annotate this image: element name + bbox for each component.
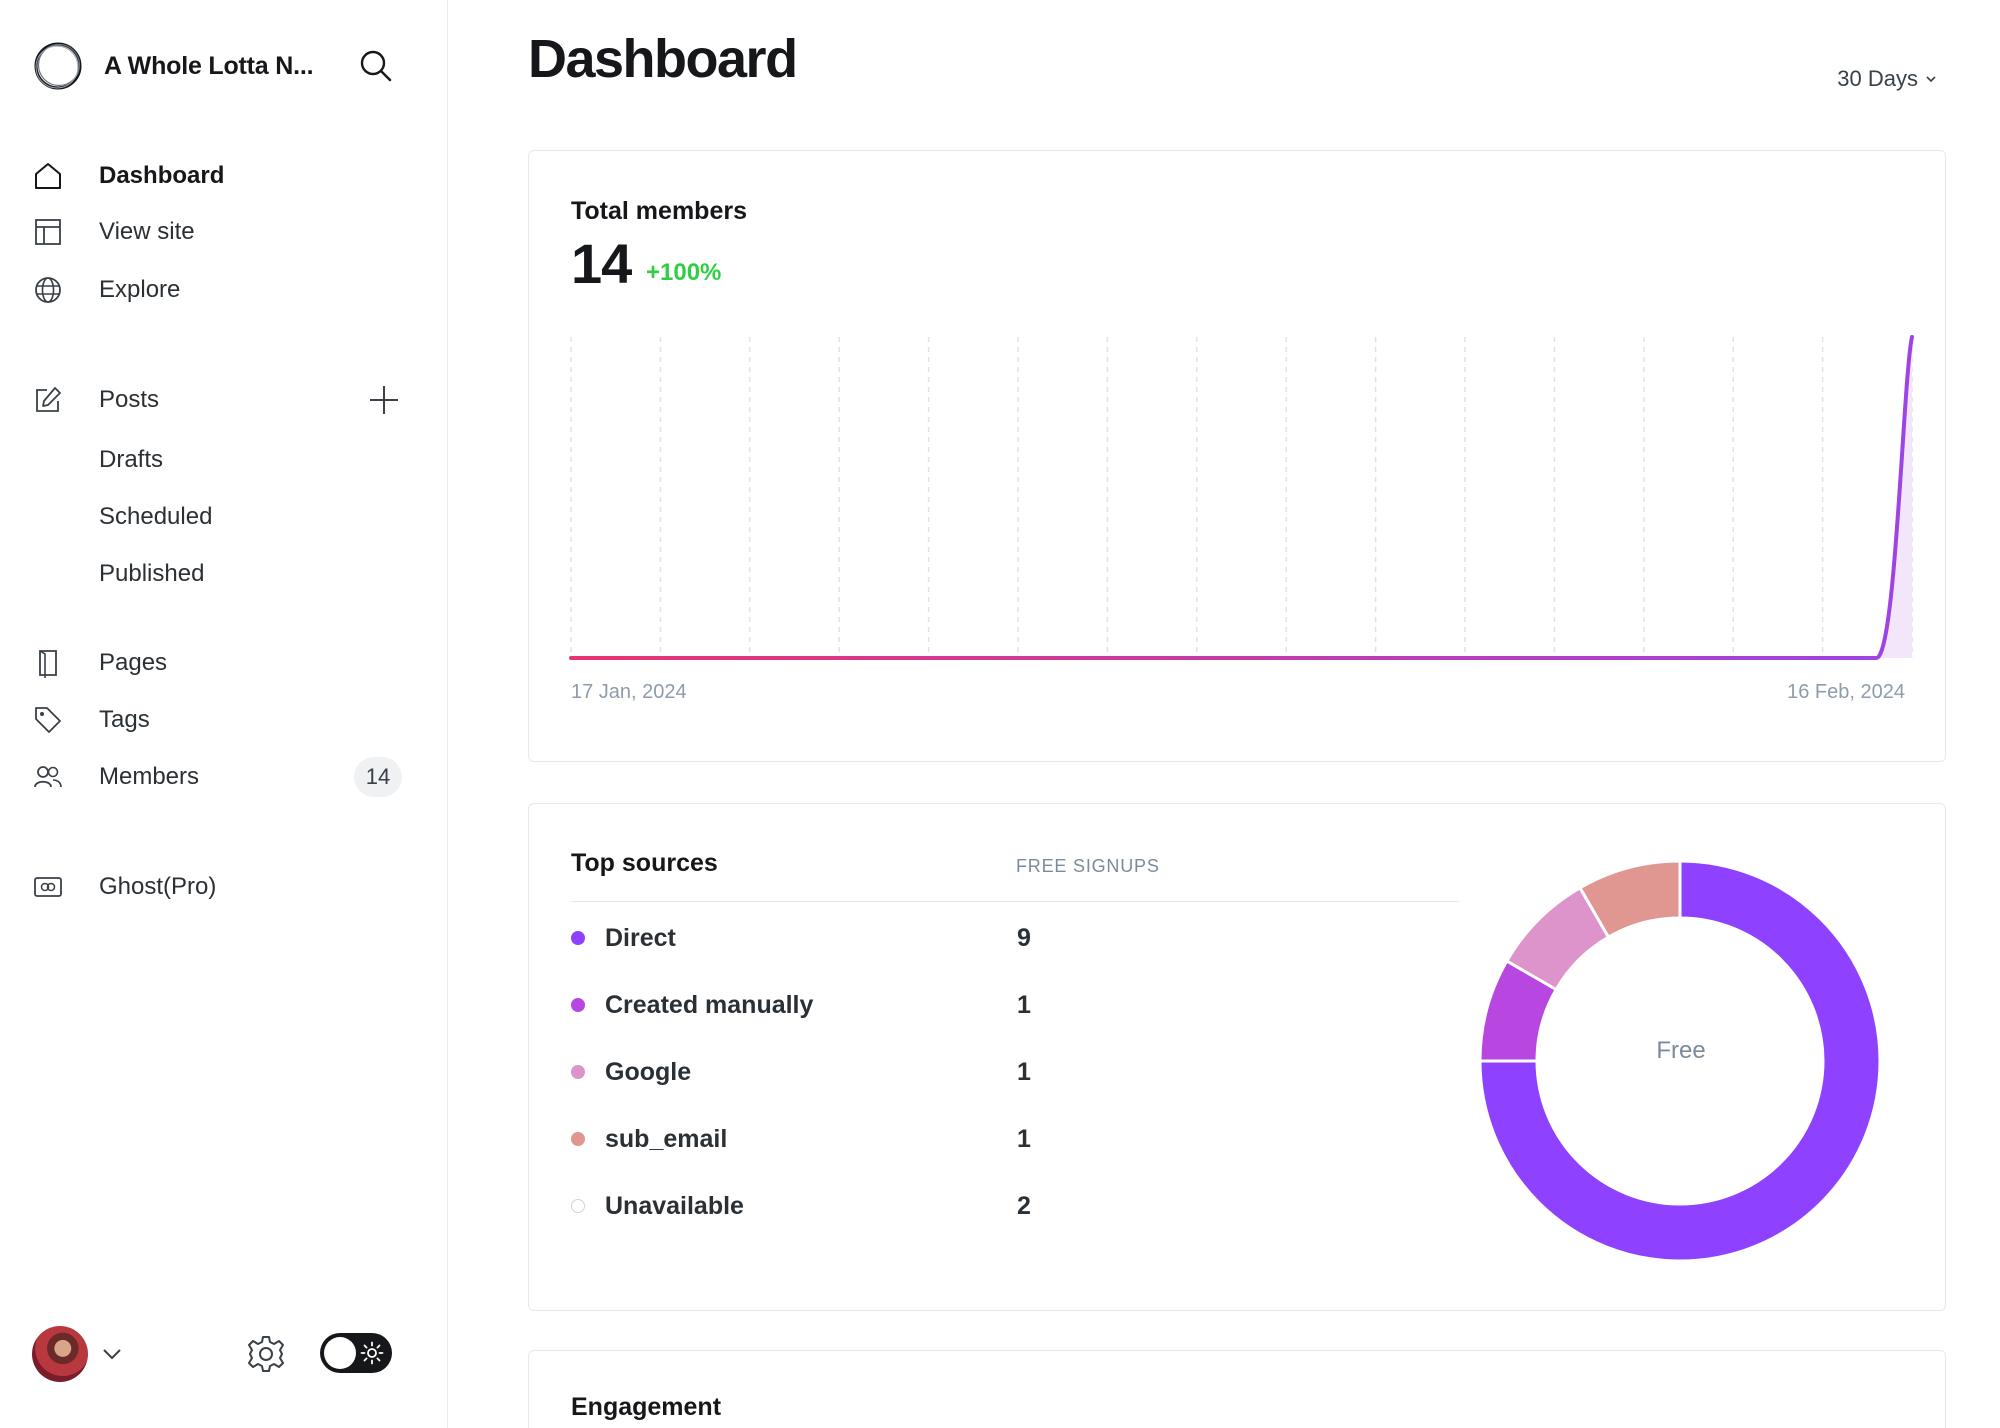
globe-icon <box>32 274 64 306</box>
nav-item-view-site[interactable]: View site <box>32 208 402 256</box>
nav-label-dashboard: Dashboard <box>99 162 225 189</box>
nav-label-explore: Explore <box>99 276 181 303</box>
layout-icon <box>32 216 64 248</box>
source-name: Unavailable <box>605 1191 744 1220</box>
sources-divider <box>571 901 1459 902</box>
nav-item-drafts[interactable]: Drafts <box>99 446 164 473</box>
source-value: 2 <box>1017 1191 1031 1220</box>
nav-item-published[interactable]: Published <box>99 560 205 587</box>
nav-item-members[interactable]: Members 14 <box>32 753 402 801</box>
source-color-dot <box>571 1065 585 1079</box>
nav-label-tags: Tags <box>99 706 150 733</box>
sidebar: A Whole Lotta N... Dashboard View site E… <box>0 0 448 1428</box>
nav-item-ghost-pro[interactable]: Ghost(Pro) <box>32 863 402 911</box>
site-brand[interactable]: A Whole Lotta N... <box>32 38 402 94</box>
gear-icon[interactable] <box>246 1334 286 1374</box>
source-name: Direct <box>605 923 676 952</box>
nav-item-tags[interactable]: Tags <box>32 696 402 744</box>
date-range-select[interactable]: 30 Days <box>1837 66 1938 92</box>
members-change-percent: +100% <box>646 259 722 286</box>
total-members-value: 14 <box>571 232 632 295</box>
source-value: 9 <box>1017 923 1031 952</box>
nav-item-scheduled[interactable]: Scheduled <box>99 503 213 530</box>
engagement-card: Engagement <box>528 1350 1946 1428</box>
engagement-label: Engagement <box>571 1393 722 1421</box>
source-color-dot <box>571 998 585 1012</box>
source-color-dot <box>571 931 585 945</box>
source-color-dot <box>571 1132 585 1146</box>
members-area-chart[interactable] <box>569 327 1914 667</box>
tag-icon <box>32 704 64 736</box>
nav-item-dashboard[interactable]: Dashboard <box>32 152 402 200</box>
source-name: Google <box>605 1057 692 1086</box>
chart-end-date: 16 Feb, 2024 <box>1787 681 1905 703</box>
donut-slice-direct[interactable] <box>1478 859 1882 1263</box>
ghost-pro-icon <box>32 871 64 903</box>
free-signups-header: FREE SIGNUPS <box>1016 856 1160 876</box>
source-value: 1 <box>1017 1057 1031 1086</box>
source-value: 1 <box>1017 1124 1031 1153</box>
ghost-ring-logo-icon <box>34 42 82 90</box>
chart-series-line <box>569 335 1914 660</box>
source-value: 1 <box>1017 990 1031 1019</box>
source-color-dot <box>571 1199 585 1213</box>
source-row: Created manually 1 <box>571 985 1459 1025</box>
total-members-label: Total members <box>571 197 747 225</box>
theme-toggle[interactable] <box>320 1333 392 1373</box>
nav-label-pages: Pages <box>99 649 168 676</box>
chevron-down-icon[interactable] <box>98 1340 126 1368</box>
nav-item-pages[interactable]: Pages <box>32 639 402 687</box>
source-row: Direct 9 <box>571 918 1459 958</box>
top-sources-card: Top sources FREE SIGNUPS Direct 9 Create… <box>528 803 1946 1311</box>
nav-label-view-site: View site <box>99 218 195 245</box>
donut-slice-sub-email[interactable] <box>1577 859 1682 940</box>
nav-label-members: Members <box>99 763 200 790</box>
sun-icon <box>360 1341 384 1365</box>
home-icon <box>32 160 64 192</box>
chart-start-date: 17 Jan, 2024 <box>571 681 687 703</box>
source-name: sub_email <box>605 1124 728 1153</box>
members-count-badge: 14 <box>354 757 402 797</box>
nav-label-ghost-pro: Ghost(Pro) <box>99 873 217 900</box>
nav-label-posts: Posts <box>99 386 160 413</box>
chevron-down-icon <box>1926 76 1936 83</box>
toggle-knob <box>324 1337 356 1369</box>
sources-donut-chart[interactable] <box>1475 856 1885 1266</box>
pencil-square-icon <box>32 384 64 416</box>
total-members-card: Total members 14 +100% 17 Jan, 2024 16 F… <box>528 150 1946 762</box>
source-row: sub_email 1 <box>571 1119 1459 1159</box>
top-sources-label: Top sources <box>571 849 718 877</box>
page-title: Dashboard <box>528 29 798 89</box>
chart-area-fill <box>571 337 1912 658</box>
source-row: Unavailable 2 <box>571 1186 1459 1226</box>
user-avatar[interactable] <box>32 1326 88 1382</box>
nav-item-posts[interactable]: Posts <box>32 376 402 424</box>
site-title: A Whole Lotta N... <box>104 51 314 80</box>
sidebar-footer <box>32 1326 402 1382</box>
nav-item-explore[interactable]: Explore <box>32 266 402 314</box>
donut-center-label: Free <box>1656 1037 1706 1064</box>
page-icon <box>32 647 64 679</box>
source-name: Created manually <box>605 990 814 1019</box>
search-icon[interactable] <box>358 48 394 84</box>
people-icon <box>32 761 64 793</box>
source-row: Google 1 <box>571 1052 1459 1092</box>
date-range-value: 30 Days <box>1837 66 1918 91</box>
new-post-plus-icon[interactable] <box>366 382 402 418</box>
